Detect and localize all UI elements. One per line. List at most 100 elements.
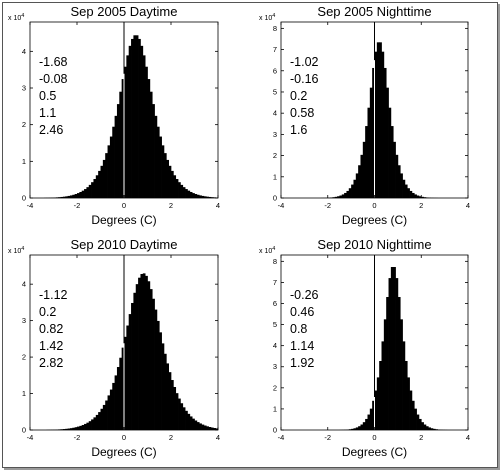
histogram-bar (376, 377, 380, 430)
histogram-bar (362, 141, 366, 198)
histogram-bar (344, 192, 347, 198)
histogram-bar (142, 55, 146, 199)
y-tick-label: 8 (273, 24, 277, 33)
stat-annotation: 1.14 (290, 339, 314, 353)
histogram-bar (79, 425, 83, 430)
histogram-bar (208, 427, 212, 430)
y-tick-label: 2 (22, 120, 26, 129)
histogram-bar (159, 332, 162, 430)
histogram-bar (199, 195, 202, 198)
histogram-bar (416, 195, 420, 198)
histogram-bar (112, 126, 115, 198)
histogram-bar (163, 153, 167, 198)
x-tick-label: 4 (216, 201, 220, 210)
y-tick-label: 2 (273, 151, 277, 160)
stat-annotation: 0.82 (39, 322, 63, 336)
histogram-bar (86, 187, 90, 198)
histogram-bar (102, 404, 106, 430)
histogram-bar (208, 196, 212, 198)
histogram-bar (171, 170, 174, 198)
histogram-bar (116, 104, 120, 198)
histogram-bar (81, 424, 85, 430)
histogram-bar (175, 393, 179, 430)
histogram-bar (339, 195, 343, 198)
stat-annotation: 0.46 (290, 305, 314, 319)
histogram-bar (168, 372, 172, 430)
histogram-bar (77, 426, 80, 430)
histogram-bar (180, 403, 184, 430)
histogram-bar (145, 275, 148, 430)
histogram-bar (407, 188, 410, 198)
histogram-bar (341, 194, 345, 198)
histogram-bar (156, 126, 160, 198)
histogram-bar (133, 35, 137, 198)
histogram-bar (175, 179, 179, 198)
histogram-bar (138, 277, 141, 430)
y-tick-label: 2 (22, 353, 26, 362)
histogram-bar (395, 278, 399, 430)
y-tick-label: 4 (22, 280, 26, 289)
histogram-bar (121, 79, 125, 198)
histogram-bar (372, 400, 375, 430)
histogram-bar (166, 159, 169, 198)
histogram-bar (152, 104, 155, 198)
histogram-bar (428, 427, 431, 430)
histogram-bar (156, 320, 160, 430)
y-tick-label: 2 (273, 383, 277, 392)
x-tick-label: -2 (74, 433, 81, 442)
histogram-bar (67, 195, 71, 198)
x-tick-label: 0 (372, 201, 376, 210)
histogram-bar (119, 91, 122, 198)
histogram-bar (381, 341, 385, 430)
x-tick-label: 2 (169, 201, 173, 210)
histogram-bar (404, 184, 408, 198)
y-tick-label: 5 (273, 87, 277, 96)
histogram-bar (149, 91, 153, 198)
histogram-bar (360, 424, 364, 430)
histogram-bar (213, 428, 216, 430)
histogram-bar (189, 416, 193, 430)
x-axis-label: Degrees (C) (342, 445, 407, 459)
histogram-bar (416, 414, 420, 430)
histogram-bar (358, 426, 361, 430)
histogram-bar (395, 154, 399, 198)
histogram-bar (86, 422, 90, 430)
histogram-bar (411, 192, 415, 198)
stat-annotation: 0.58 (290, 106, 314, 120)
histogram-bar (409, 390, 413, 430)
histogram-bar (88, 184, 92, 198)
y-tick-label: 0 (22, 426, 26, 435)
histogram-bar (140, 45, 144, 198)
histogram-bar (91, 419, 94, 430)
stat-annotation: -1.68 (39, 55, 68, 69)
histogram-bar (163, 353, 167, 430)
histogram-panel: Sep 2005 Nighttime x 104 -4 -2 0 2 4 0 1 2 3 4 5 6 7 8 D… (259, 4, 470, 227)
histogram-bar (386, 87, 389, 198)
histogram-bar (379, 42, 382, 198)
histogram-bar (199, 423, 202, 430)
histogram-bar (421, 196, 424, 198)
histogram-bar (369, 408, 373, 430)
histogram-bar (138, 38, 141, 198)
histogram-bar (178, 398, 181, 430)
histogram-bar (393, 267, 396, 430)
histogram-bar (128, 45, 132, 198)
histogram-bar (374, 51, 378, 199)
histogram-bar (105, 153, 108, 198)
y-tick-label: 3 (273, 362, 277, 371)
histogram-bar (98, 412, 101, 430)
histogram-bar (95, 414, 99, 430)
histogram-bar (114, 375, 118, 430)
histogram-bar (58, 197, 61, 198)
histogram-bar (133, 292, 137, 430)
y-tick-label: 3 (22, 84, 26, 93)
histogram-bar (348, 188, 352, 198)
y-scale-note: x 104 (259, 13, 275, 22)
histogram-bar (65, 428, 68, 430)
y-tick-label: 3 (273, 130, 277, 139)
histogram-bar (72, 427, 75, 430)
histogram-bar (119, 357, 122, 430)
histogram-bar (185, 410, 188, 430)
histogram-bar (215, 428, 219, 430)
histogram-bar (60, 196, 64, 198)
